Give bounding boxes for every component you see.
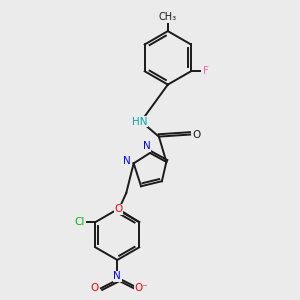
- Text: O⁻: O⁻: [134, 283, 148, 293]
- Text: CH₃: CH₃: [159, 12, 177, 22]
- Text: HN: HN: [132, 117, 147, 127]
- Text: N: N: [123, 156, 131, 166]
- Text: O: O: [115, 204, 123, 214]
- Text: N: N: [143, 141, 151, 152]
- Text: N: N: [113, 271, 121, 281]
- Text: O: O: [193, 130, 201, 140]
- Text: Cl: Cl: [75, 217, 85, 227]
- Text: F: F: [203, 66, 209, 76]
- Text: O: O: [90, 283, 98, 293]
